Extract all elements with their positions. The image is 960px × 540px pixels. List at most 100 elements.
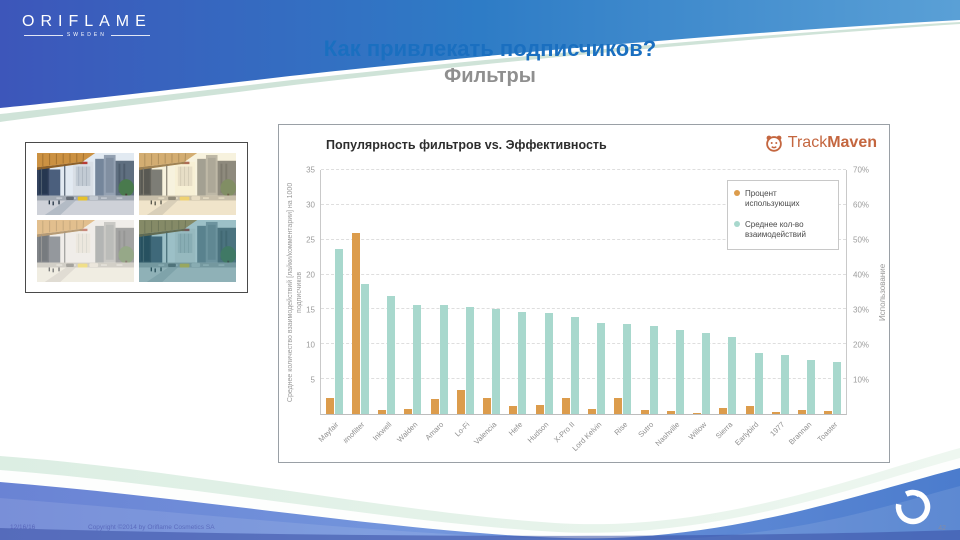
filter-example-washed [37,220,134,282]
bar-group-X-Pro II [557,170,583,414]
bar-group-Sierra [715,170,741,414]
page-title: Как привлекать подписчиков? [323,36,657,61]
bar-avg-interactions [833,361,842,414]
bar-group-Amaro [426,170,452,414]
bar-percent-using [719,408,728,414]
bar-group-Brannan [794,170,820,414]
oriflame-wordmark: ORIFLAME [22,13,152,30]
gridline [321,308,846,310]
bar-group-Rise [610,170,636,414]
filter-tint [37,220,134,282]
bar-percent-using [325,397,334,414]
x-axis-labels: Mayfair #nofilter Inkwell Walden Amaro Lo-Fi V… [317,414,846,462]
plot-area: Mayfair #nofilter Inkwell Walden Amaro Lo-Fi V… [317,169,847,453]
legend-label: Процент использующих [745,189,800,209]
bar-avg-interactions [728,336,737,414]
bar-group-Walden [400,170,426,414]
bar-avg-interactions [360,284,369,414]
right-tick: 20% [853,340,870,350]
left-tick: 35 [306,165,315,175]
gridline [321,343,846,345]
right-tick: 30% [853,305,870,315]
bar-group-Earlybird [741,170,767,414]
footer-wave [0,448,960,540]
bar-percent-using [745,405,754,414]
bar-percent-using [588,409,597,414]
gridline [321,273,846,275]
filter-example-teal [139,220,236,282]
bar-group-Mayfair [321,170,347,414]
header-wave [0,0,960,122]
legend-item: Процент использующих [734,189,832,210]
bar-group-Willow [689,170,715,414]
bar-avg-interactions [754,352,763,414]
chart-legend: Процент использующих Среднее кол-во взаим… [727,180,839,250]
gridline [321,238,846,240]
page-number: 42 [938,525,946,532]
trackmaven-wordmark: TrackMaven [788,134,877,152]
gridline [321,169,846,170]
filter-example-normal [37,153,134,215]
bar-group-Inkwell [374,170,400,414]
bar-percent-using [378,410,387,414]
legend-dot [734,220,740,227]
trackmaven-logo: TrackMaven [763,132,877,154]
gridline [321,378,846,380]
filter-tint [139,220,236,282]
bar-group-1977 [767,170,793,414]
gridlines [321,169,846,414]
trackmaven-mascot-icon [766,135,782,152]
bar-avg-interactions [807,359,816,414]
bar-percent-using [771,412,780,414]
bar-percent-using [404,409,413,414]
bar-percent-using [561,397,570,414]
bar-group-Sutro [636,170,662,414]
bar-group-Lord Kelvin [584,170,610,414]
right-tick: 50% [853,235,870,245]
chart-panel: Популярность фильтров vs. Эффективность … [278,124,890,463]
bar-avg-interactions [623,324,632,414]
page-subtitle: Фильтры [444,65,536,87]
bar-avg-interactions [780,355,789,414]
bar-avg-interactions [518,311,527,414]
oriflame-sweden-label: SWEDEN [66,32,107,38]
footer-date: 12/16/16 [10,524,36,531]
bar-percent-using [430,398,439,414]
trackmaven-maven: Maven [827,134,877,151]
bar-avg-interactions [544,312,553,414]
gridline [321,203,846,205]
bar-percent-using [824,410,833,414]
bar-percent-using [509,406,518,414]
bar-percent-using [614,398,623,414]
left-tick: 5 [310,375,315,385]
filter-example-warm-fade [139,153,236,215]
left-tick: 30 [306,200,315,210]
legend-item: Среднее кол-во взаимодействий [734,220,832,241]
bar-group-Lo-Fi [452,170,478,414]
oriflame-sub-row: SWEDEN [22,32,152,38]
bar-avg-interactions [597,323,606,414]
trackmaven-track: Track [787,134,828,151]
title-block: Как привлекать подписчиков? Фильтры [200,36,780,88]
right-tick: 40% [853,270,870,280]
bar-group-Toaster [820,170,846,414]
bar-percent-using [535,404,544,414]
bar-avg-interactions [649,326,658,414]
bar-avg-interactions [334,248,343,414]
bar-group-#nofilter [347,170,373,414]
bar-avg-interactions [492,308,501,414]
bar-group-Valencia [479,170,505,414]
bar-group-Hudson [531,170,557,414]
filter-tint [139,153,236,215]
bar-percent-using [483,397,492,414]
bars-layer [321,170,846,414]
right-tick: 70% [853,165,870,175]
filter-examples-box [25,142,248,293]
right-tick: 60% [853,200,870,210]
bar-percent-using [666,410,675,414]
bar-percent-using [640,409,649,414]
legend-dot [734,190,740,196]
bar-avg-interactions [570,317,579,414]
bar-percent-using [456,390,465,414]
footer-copyright: Copyright ©2014 by Oriflame Cosmetics SA [88,524,215,531]
